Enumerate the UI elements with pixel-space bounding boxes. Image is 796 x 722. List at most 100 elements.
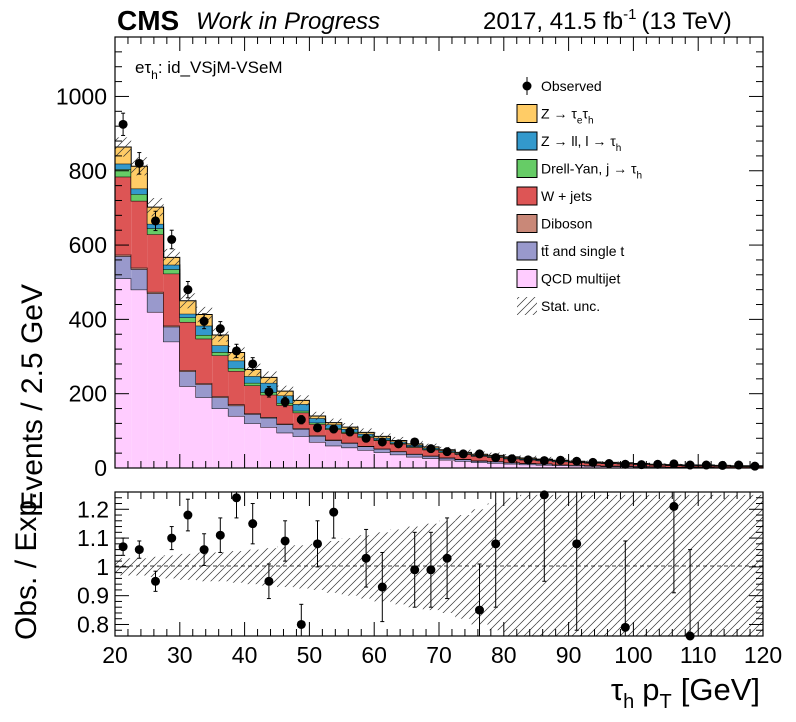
obs-point-24 [507,454,517,464]
bar-ttbar-12 [309,436,326,442]
bar-qcd-13 [325,445,342,468]
ratio-point-3 [167,533,177,543]
legend-label-ttbar: tt̄ and single t [541,243,624,259]
bar-qcd-27 [552,465,569,468]
ratio-unc-bin-37 [714,494,731,636]
bar-ttbar-18 [406,454,423,457]
obs-point-30 [604,459,614,469]
category-label: eτh: id_VSjM-VSeM [135,58,283,82]
ytick-label-800: 800 [69,158,107,184]
obs-point-28 [572,456,582,466]
bar-ttbar-10 [277,424,294,433]
bar-zll-3 [163,264,180,270]
bar-qcd-4 [179,386,196,468]
legend-item-diboson: Diboson [516,214,592,233]
lumi-suffix: (13 TeV) [641,8,731,35]
category-e: eτ [135,58,151,77]
legend-label-dy: Drell-Yan, j → τh [541,161,642,182]
legend-swatch-zll [516,131,538,151]
obs-point-1 [134,158,144,168]
bar-dy-1 [131,194,148,201]
obs-point-27 [556,455,565,465]
legend: Observed Z → τeτh Z → ll, l → τh Drell-Yan,… [516,77,642,315]
bar-qcd-11 [293,436,310,468]
ratio-unc-bin-33 [649,494,666,636]
bar-qcd-20 [439,459,456,468]
bar-qcd-5 [196,397,213,468]
bar-wjets-0 [115,176,132,255]
ytick-label-600: 600 [69,232,107,258]
legend-label-wjets: W + jets [541,188,592,204]
bar-qcd-6 [212,408,229,468]
obs-point-39 [750,461,760,471]
obs-point-10 [280,397,290,407]
obs-point-6 [215,324,225,334]
bar-ttbar-8 [244,414,261,424]
obs-point-4 [183,285,193,295]
bar-ttbar-19 [422,456,439,459]
main-axes: 0 200 400 600 800 1000 [56,36,764,481]
ratio-unc-bin-32 [633,494,650,636]
obs-point-11 [296,415,306,425]
ratio-point-9 [264,576,274,586]
ratio-unc-bin-13 [325,540,342,593]
ratio-point-7 [232,493,241,503]
obs-point-22 [475,449,484,459]
bar-ttbar-15 [358,446,375,451]
x-title-sub-t: T [660,691,672,713]
y-axis-title: Events / 2.5 GeV [16,284,49,511]
legend-label-unc: Stat. unc. [541,298,600,314]
legend-marker-observed [522,81,532,91]
ratio-uncertainty-band [115,494,763,636]
x-title-p: p [642,672,659,707]
bar-ttbar-3 [163,326,180,342]
lumi-label: 2017, 41.5 fb-1 (13 TeV) [483,6,732,35]
ytick-label-0: 0 [94,455,107,481]
bar-ttbar-17 [390,451,407,455]
bar-zll-1 [131,188,148,195]
ratio-ytick-label-2: 1 [96,554,109,580]
obs-point-33 [653,459,663,469]
bar-wjets-5 [196,338,213,384]
ratio-ytick-label-4: 1.2 [77,496,109,522]
unc-bin-16 [374,432,391,441]
obs-point-20 [442,447,452,457]
obs-point-5 [199,316,209,326]
ratio-unc-bin-30 [601,494,618,636]
obs-point-17 [394,439,403,449]
bar-ttbar-2 [147,293,164,312]
ratio-unc-bin-3 [163,555,180,579]
bar-zll-11 [293,404,310,411]
category-sub: h [151,68,158,82]
bar-qcd-1 [131,289,148,468]
obs-point-36 [701,460,711,470]
bar-diboson-4 [179,370,196,372]
bar-qcd-2 [147,311,164,468]
bar-ttbar-13 [325,440,342,446]
ratio-unc-bin-17 [390,529,407,605]
x-tick-labels: 20 30 40 50 60 70 80 90 100 110 120 [102,642,782,668]
ratio-unc-bin-2 [147,556,164,577]
bar-qcd-7 [228,415,245,468]
bar-qcd-22 [471,462,488,468]
ratio-ytick-label-0: 0.8 [77,611,109,637]
legend-item-dy: Drell-Yan, j → τh [516,159,642,182]
obs-point-31 [620,459,630,469]
ratio-point-20 [491,539,501,549]
bar-wjets-6 [212,355,229,397]
ratio-unc-bin-1 [131,558,148,576]
bar-wjets-2 [147,234,164,292]
bar-diboson-7 [228,404,245,406]
ratio-point-13 [329,507,339,517]
obs-point-2 [151,216,160,226]
ratio-unc-bin-24 [503,497,520,636]
obs-point-7 [232,346,241,356]
legend-item-wjets: W + jets [516,186,592,206]
bar-ttbar-23 [487,461,504,464]
ratio-point-15 [377,582,387,592]
legend-swatch-dy [516,159,538,178]
lumi-exponent: -1 [623,6,636,23]
legend-swatch-diboson [516,214,538,233]
xtick-label-20: 20 [102,642,128,668]
bar-qcd-10 [277,432,294,468]
